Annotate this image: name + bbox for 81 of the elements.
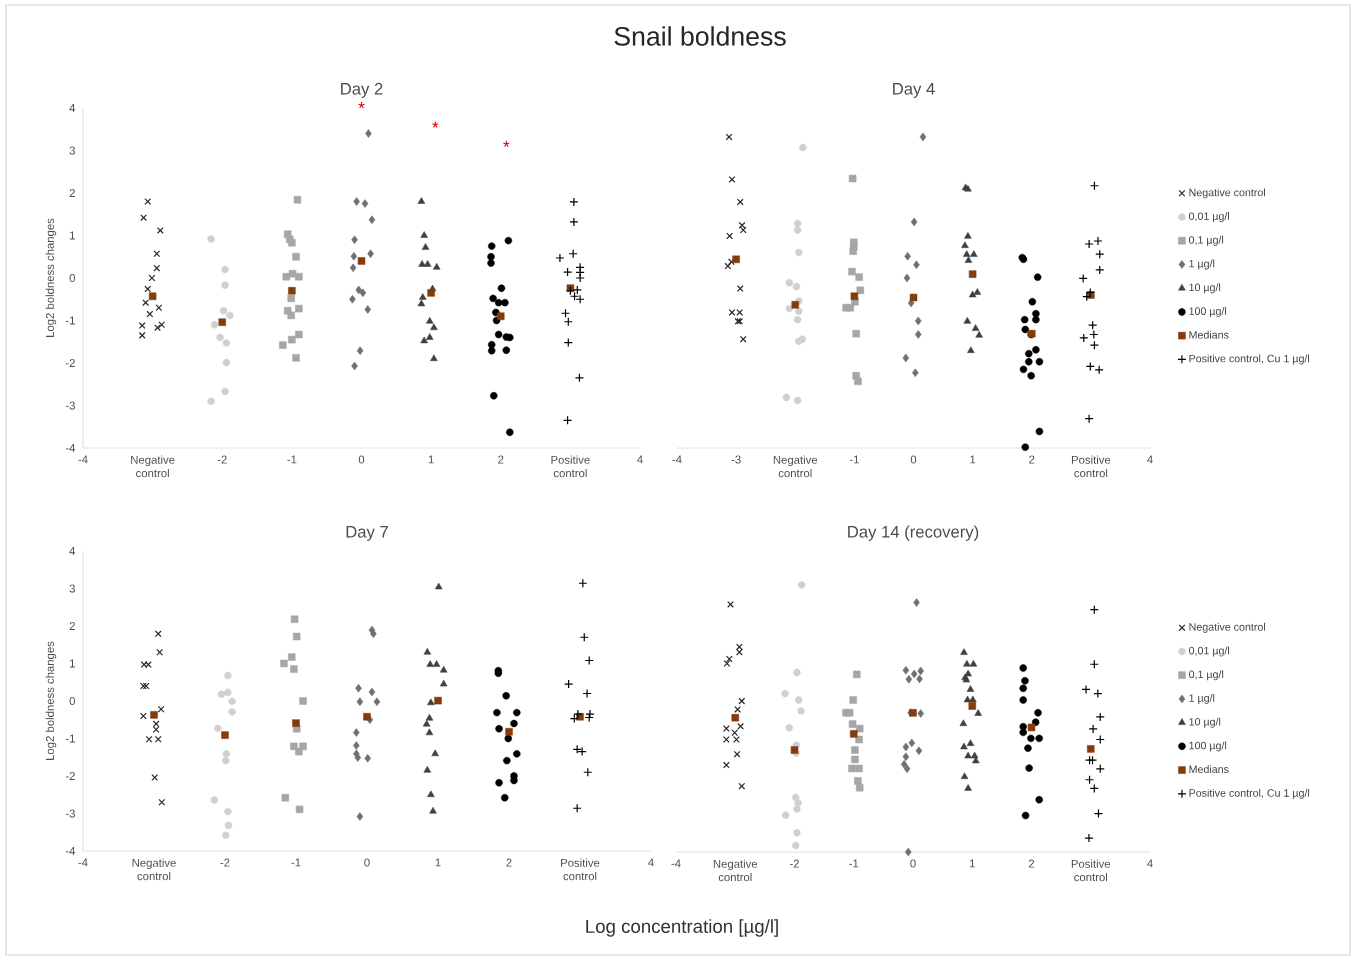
x-tick-label: Negative control [132, 858, 176, 881]
y-tick-label: -4 [65, 847, 76, 855]
x-tick-label: Negative control [713, 859, 758, 882]
y-axis-title: Log2 boldness changes [45, 641, 57, 760]
x-tick-label: Positive control [1071, 859, 1111, 882]
x-tick-label: Positive control [561, 858, 600, 881]
legend-label: 0,01 µg/l [1189, 646, 1230, 657]
y-tick-label: -1 [65, 316, 75, 325]
x-axis-title: Log concentration [µg/l] [586, 919, 778, 937]
x-tick-label: 0 [364, 858, 370, 867]
x-tick-label: Positive control [1071, 455, 1111, 478]
legend-label: Medians [1189, 765, 1229, 774]
legend-label: Positive control, Cu 1 µg/l [1189, 788, 1310, 799]
x-tick-label: 1 [970, 455, 976, 464]
legend-label: Positive control, Cu 1 µg/l [1189, 354, 1310, 365]
x-tick-label: 1 [435, 858, 441, 867]
y-tick-label: 3 [69, 146, 75, 155]
y-tick-label: 4 [69, 547, 76, 555]
x-tick-label: -1 [291, 858, 301, 867]
y-tick-label: -3 [65, 809, 75, 818]
annotation: * [503, 140, 510, 147]
y-tick-label: -2 [65, 772, 75, 780]
x-tick-label: -4 [671, 859, 681, 868]
x-tick-label: 2 [506, 858, 512, 867]
legend-label: 1 µg/l [1189, 694, 1215, 704]
x-tick-label: Negative control [131, 455, 175, 478]
y-tick-label: -2 [65, 359, 75, 367]
legend-label: 10 µg/l [1189, 283, 1221, 294]
legend-label: Medians [1189, 330, 1229, 339]
x-tick-label: 4 [1147, 455, 1153, 464]
chart-title: Day 14 (recovery) [848, 525, 979, 541]
x-tick-label: -1 [287, 455, 297, 464]
text: Snail boldness [614, 26, 786, 46]
x-tick-label: 4 [648, 858, 654, 867]
y-tick-label: -4 [65, 444, 76, 452]
x-tick-label: 1 [969, 859, 975, 868]
legend-label: 100 µg/l [1189, 307, 1227, 317]
legend-label: 1 µg/l [1189, 259, 1215, 270]
y-tick-label: 2 [69, 622, 75, 630]
y-tick-label: -1 [65, 734, 75, 743]
y-tick-label: 1 [70, 659, 75, 668]
x-tick-label: 2 [498, 455, 504, 464]
x-tick-label: -2 [217, 455, 227, 464]
legend-label: 10 µg/l [1189, 717, 1221, 728]
x-tick-label: 1 [428, 455, 434, 464]
chart-title: Day 4 [893, 83, 935, 98]
x-tick-label: Negative control [773, 455, 818, 478]
y-tick-label: -3 [65, 401, 75, 410]
x-tick-label: -4 [78, 858, 88, 867]
x-tick-label: 0 [358, 455, 365, 464]
x-tick-label: Positive control [551, 455, 590, 478]
x-tick-label: -3 [731, 455, 741, 464]
chart-title: Day 7 [346, 526, 388, 541]
x-tick-label: 2 [1029, 455, 1035, 464]
legend-label: 0,1 µg/l [1189, 670, 1224, 681]
x-tick-label: 4 [1147, 859, 1153, 868]
annotation: * [432, 121, 439, 128]
y-tick-label: 4 [69, 104, 76, 112]
x-tick-label: 0 [910, 859, 916, 868]
legend-label: 100 µg/l [1189, 741, 1227, 752]
y-axis-title: Log2 boldness changes [45, 218, 57, 337]
x-tick-label: 0 [910, 455, 917, 464]
y-tick-label: 0 [69, 696, 75, 705]
legend-label: 0,1 µg/l [1189, 235, 1224, 246]
x-tick-label: -4 [672, 455, 682, 464]
chart-title: Day 2 [341, 82, 383, 98]
x-tick-label: -1 [849, 455, 859, 464]
x-tick-label: 4 [637, 455, 643, 464]
x-tick-label: -2 [789, 859, 799, 868]
x-tick-label: -4 [78, 455, 88, 464]
annotation: * [358, 102, 365, 109]
legend-label: 0,01 µg/l [1189, 212, 1229, 223]
y-tick-label: 3 [69, 584, 75, 593]
legend-label: Negative control [1189, 622, 1265, 633]
y-tick-label: 1 [70, 231, 75, 240]
legend-label: Negative control [1189, 188, 1265, 199]
x-tick-label: -2 [220, 858, 230, 867]
x-tick-label: 2 [1028, 859, 1035, 868]
y-tick-label: 0 [69, 273, 75, 282]
y-tick-label: 2 [69, 189, 75, 197]
x-tick-label: -1 [849, 859, 859, 868]
